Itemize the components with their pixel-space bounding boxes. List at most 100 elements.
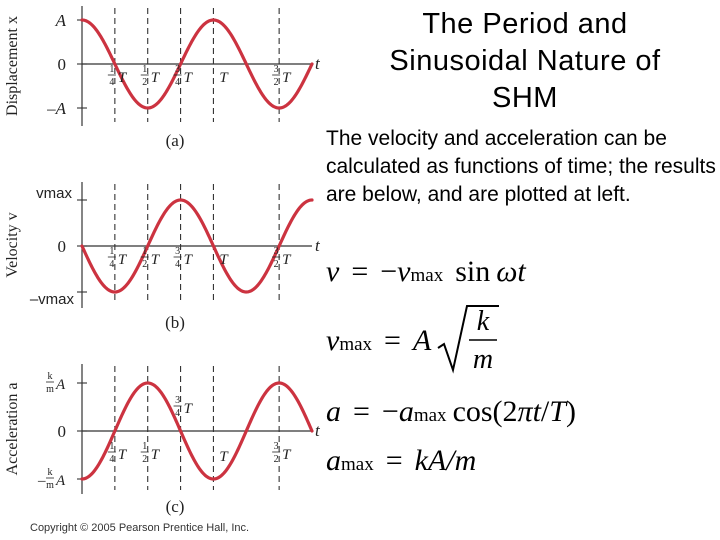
eq-a-t: t <box>532 395 541 428</box>
eq-v-minus: − <box>380 255 398 288</box>
graph-2-xtick-4-den: 2 <box>274 259 279 270</box>
graph-3-ylabel-bottom: km A <box>46 467 66 491</box>
graph-3-axis-title: Acceleration a <box>4 383 21 476</box>
graph-2-xtick-1: 1 2 T <box>140 246 161 270</box>
graph-2-xtick-0: 1 4 T <box>107 246 128 270</box>
eq-amax-rhs: kA/m <box>414 444 477 477</box>
graph-3-ylabel-bottom-den: m <box>46 480 54 491</box>
graph-3-ylabel-zero: 0 <box>58 422 67 441</box>
graph-3-ylabel-bottom-tail: A <box>55 473 66 489</box>
graph-1-ylabel-zero: 0 <box>58 55 67 74</box>
eq-vmax-num: k <box>477 306 490 337</box>
slide-title: The Period and Sinusoidal Nature of SHM <box>345 6 705 117</box>
eq-a-var: a <box>398 395 414 428</box>
sqrt-fraction: k m <box>437 305 500 375</box>
graph-3-ylabel-bottom-num: k <box>48 467 53 478</box>
graph-3-ylabel-top-tail: A <box>55 377 66 393</box>
graph-2-xtick-0-num: 1 <box>109 246 114 257</box>
graph-1-xtick-2-num: 3 <box>175 64 180 75</box>
eq-a-slash: / <box>540 395 550 428</box>
graph-3-xtick-4-num: 3 <box>274 441 279 452</box>
graph-2-xtick-2-num: 3 <box>175 246 180 257</box>
graph-2-panel-label: (b) <box>165 313 185 332</box>
graph-2-curve <box>80 198 314 294</box>
graph-3-xlabel: t <box>315 421 321 440</box>
graph-2-xtick-4-num: 3 <box>274 246 279 257</box>
eq-v-equals: = <box>351 255 369 288</box>
eq-a-close: ) <box>565 395 576 428</box>
graph-1-xlabel: t <box>315 54 321 73</box>
graph-2-xtick-4-tail: T <box>282 252 292 268</box>
eq-a-fn: cos(2 <box>452 395 518 428</box>
graph-3-xtick-2-tail: T <box>184 401 194 417</box>
graph-3-xtick-0-num: 1 <box>109 441 114 452</box>
graph-1-ylabel-bottom: –A <box>46 99 67 118</box>
graph-3-xtick-0-den: 4 <box>109 454 114 465</box>
graph-1-xtick-4-num: 3 <box>274 64 279 75</box>
graph-1-ylabel-top: A <box>55 11 67 30</box>
radical-sign <box>437 305 500 374</box>
eq-amax-equals: = <box>385 444 403 477</box>
graph-3-xtick-1: 1 2 T <box>140 441 161 465</box>
eq-a-equals: = <box>353 395 370 428</box>
eq-a-lhs: a <box>326 395 341 428</box>
eq-amax-sub: max <box>341 454 374 475</box>
graph-1-xtick-1-tail: T <box>151 70 161 86</box>
eq-vmax-den: m <box>473 344 493 374</box>
graph-3-xtick-2: 3 4 T <box>173 395 194 419</box>
graph-1-curve <box>80 18 314 110</box>
body-text: The velocity and acceleration can be cal… <box>326 127 716 206</box>
eq-a-pi: π <box>517 395 533 428</box>
eq-v-sub: max <box>410 265 444 286</box>
title-line-1: The Period and <box>422 8 628 40</box>
graph-1-xtick-0-num: 1 <box>109 64 114 75</box>
eq-v-lhs: v <box>326 255 340 288</box>
eq-v-fn: sin <box>455 255 491 288</box>
graph-1-xtick-0-tail: T <box>118 70 128 86</box>
graph-3-xtick-2-den: 4 <box>175 408 180 419</box>
eq-vmax-sub: max <box>339 333 373 355</box>
eq-vmax-lhs: v <box>326 323 340 357</box>
equation-vmax: vmax = A k m <box>326 304 501 382</box>
eq-amax-lhs: a <box>326 444 341 477</box>
graph-3-xtick-0-tail: T <box>118 447 128 463</box>
graph-1-xtick-2: 3 4 T <box>173 64 194 88</box>
equation-velocity: v = −vmax sin ωt <box>326 255 526 289</box>
graph-2-xtick-1-den: 2 <box>142 259 147 270</box>
graph-2-xtick-T: T <box>219 252 229 268</box>
graph-2-xtick-0-tail: T <box>118 252 128 268</box>
graph-3-curve <box>80 381 314 481</box>
copyright-notice: Copyright © 2005 Pearson Prentice Hall, … <box>30 522 250 534</box>
graph-2-xtick-4: 3 2 T <box>272 246 292 270</box>
equation-amax: amax = kA/m <box>326 444 476 478</box>
graph-1-panel-label: (a) <box>166 131 185 150</box>
graph-1-xtick-4: 3 2 T <box>272 64 292 88</box>
graph-1-xtick-2-tail: T <box>184 70 194 86</box>
graph-3-ylabel-top: km A <box>46 371 66 395</box>
graph-2-ylabel-zero: 0 <box>58 237 67 256</box>
eq-a-T: T <box>549 395 566 428</box>
graph-2-xtick-0-den: 4 <box>109 259 114 270</box>
graph-2-xtick-2: 3 4 T <box>173 246 194 270</box>
graph-1-xtick-4-den: 2 <box>274 77 279 88</box>
graph-2-xtick-1-num: 1 <box>142 246 147 257</box>
graph-2-ylabel-top: vmax <box>36 185 72 202</box>
graph-1-xtick-1-den: 2 <box>142 77 147 88</box>
graph-3-xtick-T: T <box>219 449 229 465</box>
graph-2-xtick-2-tail: T <box>184 252 194 268</box>
eq-vmax-var: A <box>412 323 432 357</box>
eq-vmax-equals: = <box>384 323 401 357</box>
graph-3-xtick-4-den: 2 <box>274 454 279 465</box>
graph-3-xtick-0: 1 4 T <box>107 441 128 465</box>
graph-2-xtick-1-tail: T <box>151 252 161 268</box>
graph-3-xtick-2-num: 3 <box>175 395 180 406</box>
eq-a-sub: max <box>413 405 447 426</box>
graph-1-xtick-0-den: 4 <box>109 77 114 88</box>
graph-1-xtick-4-tail: T <box>282 70 292 86</box>
equation-acceleration: a = −amax cos(2πt/T) <box>326 395 576 429</box>
